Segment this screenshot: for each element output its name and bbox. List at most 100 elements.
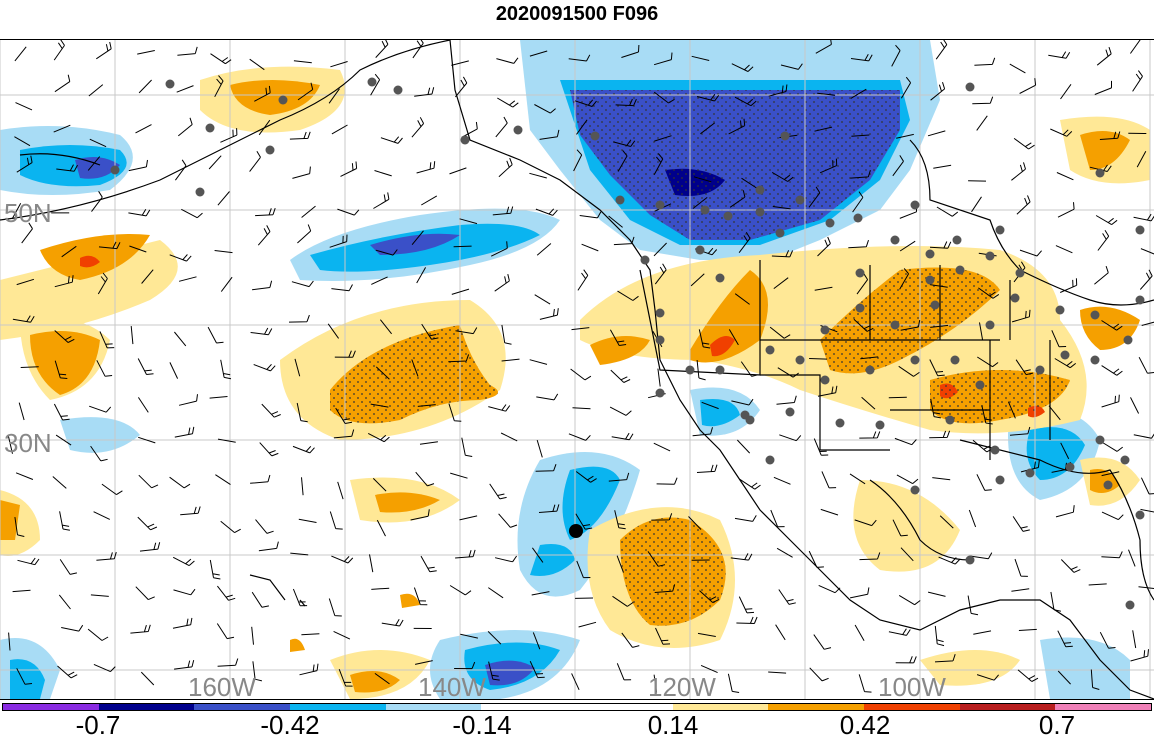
- station-dot: [196, 188, 205, 197]
- wind-barb: [174, 332, 185, 346]
- station-dot: [821, 376, 830, 385]
- wind-barb: [657, 478, 678, 485]
- wind-barb: [373, 192, 389, 208]
- wind-barb: [55, 75, 70, 92]
- wind-barb: [89, 85, 103, 96]
- station-dot: [1136, 296, 1145, 305]
- lon-label-100w: 100W: [878, 672, 946, 699]
- wind-barb: [859, 674, 871, 692]
- station-dot: [996, 476, 1005, 485]
- wind-barb: [260, 443, 279, 456]
- station-dot: [856, 304, 865, 313]
- wind-barb: [739, 597, 754, 613]
- wind-barb: [1130, 40, 1140, 54]
- wind-barb: [1141, 249, 1154, 256]
- station-dot: [746, 416, 755, 425]
- wind-barb: [809, 359, 827, 360]
- wind-barb: [208, 327, 223, 343]
- wind-barb: [130, 625, 150, 633]
- wind-barb: [21, 367, 39, 368]
- station-dot: [1126, 601, 1135, 610]
- wind-barb: [89, 406, 111, 412]
- station-dot: [656, 336, 665, 345]
- wind-barb: [612, 433, 633, 440]
- wind-barb: [850, 474, 865, 484]
- wind-barb: [897, 475, 918, 484]
- wind-barb: [175, 427, 194, 437]
- station-dot: [756, 186, 765, 195]
- weather-map: 50N 30N 160W 140W 120W 100W: [0, 39, 1154, 700]
- wind-barb: [537, 440, 542, 457]
- wind-barb: [1056, 505, 1074, 517]
- wind-barb: [896, 656, 917, 663]
- wind-barb: [59, 595, 70, 609]
- wind-barb: [496, 117, 508, 137]
- wind-barb: [571, 369, 591, 380]
- wind-barb: [535, 295, 550, 304]
- wind-barb: [735, 515, 756, 521]
- station-dot: [926, 276, 935, 285]
- station-dot: [966, 83, 975, 92]
- wind-barb: [496, 58, 518, 64]
- wind-barb: [293, 589, 307, 606]
- wind-barb: [1142, 314, 1154, 326]
- station-dot: [911, 356, 920, 365]
- wind-barb: [972, 97, 992, 104]
- wind-barb: [289, 315, 309, 322]
- wind-barb: [140, 542, 160, 551]
- station-dot: [701, 206, 710, 215]
- station-dot: [616, 196, 625, 205]
- station-dot: [1056, 306, 1065, 315]
- wind-barb: [1013, 516, 1030, 531]
- wind-barb: [60, 559, 77, 574]
- station-dot: [279, 96, 288, 105]
- lat-label-30n: 30N: [4, 428, 52, 458]
- wind-barb: [96, 42, 111, 59]
- wind-barb: [460, 516, 478, 520]
- wind-barb: [488, 405, 510, 412]
- wind-barb: [1061, 84, 1072, 99]
- wind-barb: [331, 556, 352, 563]
- wind-barb: [180, 507, 200, 515]
- map-canvas: 50N 30N 160W 140W 120W 100W: [0, 40, 1154, 699]
- wind-barb: [495, 274, 510, 291]
- wind-barb: [1094, 266, 1108, 284]
- station-dot: [991, 446, 1000, 455]
- station-dot: [1011, 294, 1020, 303]
- station-dot: [1104, 481, 1113, 490]
- colorbar-label: -0.14: [452, 712, 511, 739]
- station-dot: [724, 212, 733, 221]
- station-dot: [766, 346, 775, 355]
- station-dot: [461, 136, 470, 145]
- station-dot: [836, 419, 845, 428]
- station-dot: [1016, 269, 1025, 278]
- wind-barb: [1048, 52, 1069, 59]
- station-dot: [1096, 436, 1105, 445]
- lat-label-50n: 50N: [4, 198, 52, 228]
- wind-barb: [252, 592, 269, 607]
- colorbar-label: 0.14: [648, 712, 699, 739]
- wind-barb: [495, 556, 516, 562]
- lon-label-160w: 160W: [188, 672, 256, 699]
- station-dot: [591, 132, 600, 141]
- wind-barb: [252, 281, 272, 290]
- wind-barb: [141, 672, 154, 685]
- wind-barb: [252, 627, 254, 645]
- wind-barb: [376, 40, 388, 58]
- station-dot: [656, 309, 665, 318]
- station-dot: [716, 274, 725, 283]
- wind-barb: [290, 132, 310, 139]
- wind-barb: [88, 629, 108, 640]
- station-dot: [956, 266, 965, 275]
- wind-barb: [1098, 230, 1109, 250]
- wind-barb: [536, 394, 557, 400]
- wind-barb: [170, 477, 190, 488]
- wind-barb: [54, 40, 64, 60]
- longitude-labels: 160W 140W 120W 100W: [188, 672, 946, 699]
- station-dot: [966, 556, 975, 565]
- wind-barb: [899, 595, 920, 604]
- wind-barb: [300, 664, 319, 675]
- wind-barb: [1056, 246, 1073, 253]
- wind-barb: [933, 165, 951, 168]
- wind-barb: [968, 596, 978, 615]
